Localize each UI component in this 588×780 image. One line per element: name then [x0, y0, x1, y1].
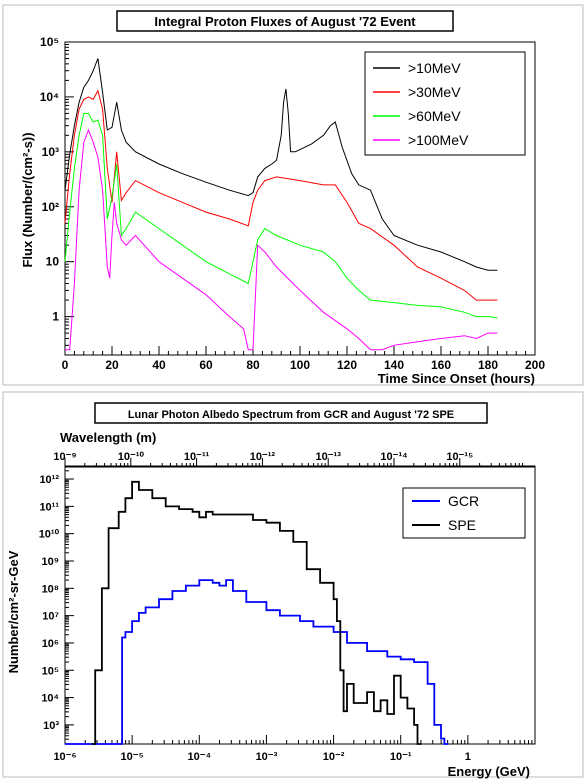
chart2-top-ticks: 10⁻⁹ 10⁻¹⁰ 10⁻¹¹ 10⁻¹² 10⁻¹³ 10⁻¹⁴ 10⁻¹⁵ — [53, 451, 535, 468]
chart2-y-tick-label: 10¹¹ — [39, 501, 59, 513]
chart2-x-tick-label: 10⁻³ — [256, 751, 278, 763]
chart2-y-axis-label: Number/cm²-sr-GeV — [6, 550, 21, 673]
chart1-y-ticks: 1 10 10² 10³ 10⁴ 10⁵ — [40, 35, 74, 356]
chart2-legend-box — [402, 487, 526, 539]
chart2-top-axis-label: Wavelength (m) — [60, 430, 156, 445]
chart1-x-axis-label: Time Since Onset (hours) — [378, 371, 535, 386]
chart2-y-tick-label: 10¹⁰ — [39, 529, 60, 541]
proton-flux-chart: Integral Proton Fluxes of August '72 Eve… — [2, 4, 584, 386]
chart1-title-box — [116, 10, 454, 32]
chart2-y-tick-label: 10³ — [43, 720, 59, 732]
chart1-legend-box — [364, 51, 526, 156]
chart1-x-tick-label: 20 — [105, 358, 119, 372]
chart2-series-line — [91, 480, 422, 745]
chart2-x-tick-label: 1 — [465, 751, 471, 763]
chart2-y-tick-label: 10⁶ — [42, 638, 59, 650]
chart1-legend-label: >30MeV — [408, 84, 461, 100]
chart1-series-line — [64, 89, 498, 301]
chart2-title-box — [94, 402, 488, 424]
chart1-y-tick-label: 10 — [46, 255, 60, 269]
chart2-legend-label: GCR — [448, 493, 479, 509]
chart1-x-tick-label: 200 — [525, 358, 545, 372]
chart2-x-tick-label: 10⁻⁶ — [53, 751, 76, 763]
chart1-y-tick-label: 1 — [52, 310, 59, 324]
chart2-y-tick-label: 10⁹ — [42, 556, 59, 568]
chart1-y-axis-label: Flux (Number/(cm²-s)) — [20, 132, 35, 267]
chart1-title: Integral Proton Fluxes of August '72 Eve… — [154, 14, 416, 29]
chart1-x-tick-label: 100 — [290, 358, 310, 372]
chart1-x-ticks: 0 20 40 60 80 100 120 140 160 180 200 — [62, 346, 545, 372]
albedo-spectrum-chart: Lunar Photon Albedo Spectrum from GCR an… — [2, 391, 584, 779]
chart2-legend-label: SPE — [448, 517, 476, 533]
chart2-top-tick-label: 10⁻⁹ — [53, 451, 76, 463]
chart1-x-tick-label: 180 — [478, 358, 498, 372]
chart2-series-lines — [65, 480, 449, 745]
chart2-x-tick-label: 10⁻⁵ — [121, 751, 144, 763]
chart1-x-tick-label: 160 — [431, 358, 451, 372]
chart2-y-tick-label: 10¹² — [39, 474, 59, 486]
chart2-y-tick-label: 10⁷ — [42, 611, 59, 623]
chart1-y-tick-label: 10⁴ — [40, 90, 59, 104]
chart2-top-tick-label: 10⁻¹⁴ — [380, 451, 407, 463]
chart2-x-tick-label: 10⁻⁴ — [188, 751, 211, 763]
chart1-x-tick-label: 40 — [152, 358, 166, 372]
chart2-top-tick-label: 10⁻¹⁵ — [446, 451, 473, 463]
chart2-y-tick-label: 10⁴ — [41, 693, 59, 705]
chart1-series-line — [64, 113, 498, 319]
chart1-series-line — [64, 58, 498, 271]
chart1-x-tick-label: 140 — [384, 358, 404, 372]
chart2-series-line — [65, 579, 449, 745]
chart1-x-tick-label: 80 — [246, 358, 260, 372]
chart2-x-tick-label: 10⁻² — [323, 751, 345, 763]
chart1-legend-label: >100MeV — [408, 132, 469, 148]
chart1-x-tick-label: 120 — [337, 358, 357, 372]
chart1-y-tick-label: 10³ — [42, 145, 59, 159]
chart2-top-tick-label: 10⁻¹¹ — [184, 451, 210, 463]
chart2-title: Lunar Photon Albedo Spectrum from GCR an… — [128, 409, 454, 421]
chart2-y-tick-label: 10⁵ — [42, 665, 59, 677]
chart2-x-axis-label: Energy (GeV) — [448, 764, 530, 779]
chart1-x-tick-label: 60 — [199, 358, 213, 372]
chart2-x-ticks: 10⁻⁶ 10⁻⁵ 10⁻⁴ 10⁻³ 10⁻² 10⁻¹ 1 — [53, 735, 533, 763]
chart2-y-ticks: 10³ 10⁴ 10⁵ 10⁶ 10⁷ 10⁸ 10⁹ 10¹⁰ 10¹¹ 10¹² — [39, 465, 74, 745]
chart1-x-tick-label: 0 — [62, 358, 69, 372]
chart2-top-tick-label: 10⁻¹⁰ — [118, 451, 145, 463]
chart1-series-lines — [64, 58, 498, 351]
chart1-y-tick-label: 10² — [42, 200, 59, 214]
chart2-background — [2, 391, 584, 778]
chart2-x-tick-label: 10⁻¹ — [390, 751, 412, 763]
chart1-legend: >10MeV >30MeV >60MeV >100MeV — [373, 60, 469, 148]
chart2-legend: GCR SPE — [412, 493, 479, 533]
chart1-legend-label: >10MeV — [408, 60, 461, 76]
chart2-top-tick-label: 10⁻¹² — [250, 451, 276, 463]
chart1-y-tick-label: 10⁵ — [40, 35, 59, 49]
chart1-legend-label: >60MeV — [408, 108, 461, 124]
chart1-series-line — [65, 128, 498, 351]
chart2-y-tick-label: 10⁸ — [42, 583, 59, 595]
chart2-top-tick-label: 10⁻¹³ — [316, 451, 342, 463]
chart2-plot-frame — [64, 465, 536, 745]
